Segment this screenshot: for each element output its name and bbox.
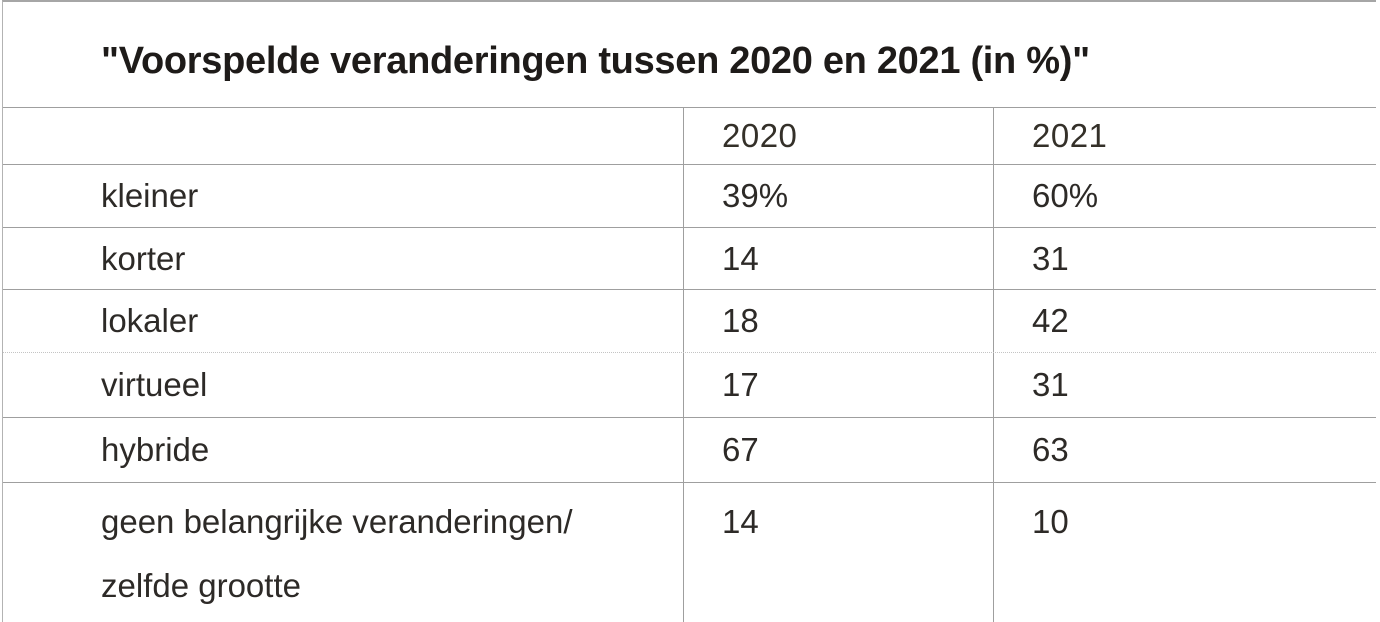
value-2021: 60% [993,165,1376,227]
table-row-hybride: hybride 67 63 [3,418,1376,483]
value-2020: 14 [683,483,993,622]
row-label: geen belangrijke veranderingen/ zelfde g… [3,483,683,622]
table-row-lokaler: lokaler 18 42 [3,290,1376,353]
value-2020: 18 [683,290,993,352]
value-2020: 39% [683,165,993,227]
value-2021: 42 [993,290,1376,352]
value-2020: 67 [683,418,993,482]
row-label: kleiner [101,177,199,214]
row-label: korter [101,239,186,277]
value-2021: 10 [993,483,1376,622]
header-cell-2021: 2021 [993,108,1376,164]
header-cell-empty [3,108,683,164]
row-label-line-2: zelfde grootte [101,567,301,604]
row-label: hybride [101,431,210,468]
table-row-korter: korter 14 31 [3,228,1376,290]
table-row-kleiner: kleiner 39% 60% [3,165,1376,228]
table-header-row: 2020 2021 [3,108,1376,165]
value-2021: 31 [993,228,1376,289]
row-label-line-1: geen belangrijke veranderingen/ [101,503,573,540]
value-2020: 17 [683,353,993,417]
header-cell-2020: 2020 [683,108,993,164]
value-2020: 14 [683,228,993,289]
value-2021: 63 [993,418,1376,482]
table-row-virtueel: virtueel 17 31 [3,353,1376,418]
table-title-row: "Voorspelde veranderingen tussen 2020 en… [3,2,1376,108]
table-title: "Voorspelde veranderingen tussen 2020 en… [101,40,1090,82]
row-label: lokaler [101,302,199,339]
table-row-geen-veranderingen: geen belangrijke veranderingen/ zelfde g… [3,483,1376,622]
row-label: virtueel [101,366,208,403]
value-2021: 31 [993,353,1376,417]
